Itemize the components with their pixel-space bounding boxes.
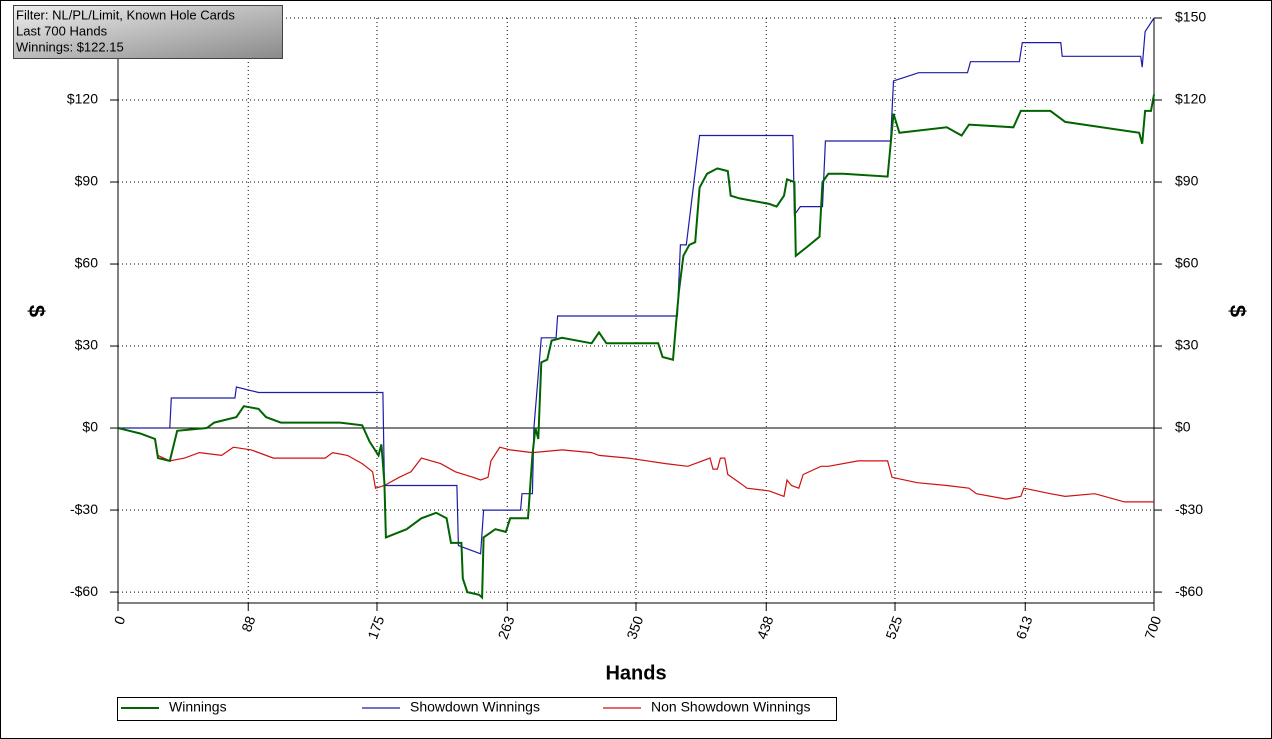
- y-axis-label: $: [24, 305, 49, 317]
- y-tick-label: $90: [75, 173, 99, 189]
- y-tick-label: $120: [67, 91, 98, 107]
- y-tick-label: $30: [75, 337, 99, 353]
- plot: -$60 -$60 -$30 -$30 $0 $0 $30 $30 $60 $60 $90 $90 $1…: [67, 9, 1207, 642]
- y-tick-label: -$30: [70, 501, 98, 517]
- legend-label: Winnings: [169, 699, 227, 715]
- info-line: Filter: NL/PL/Limit, Known Hole Cards: [16, 7, 235, 22]
- x-tick-label: 175: [364, 614, 387, 642]
- x-tick-label: 350: [623, 614, 646, 642]
- info-line: Last 700 Hands: [16, 23, 108, 38]
- y2-tick-label: $30: [1175, 337, 1199, 353]
- y2-tick-label: -$60: [1175, 583, 1203, 599]
- series-line: [117, 427, 1154, 503]
- y2-tick-label: $90: [1175, 173, 1199, 189]
- y-tick-label: $0: [82, 419, 98, 435]
- legend-label: Showdown Winnings: [410, 699, 540, 715]
- legend: [117, 697, 837, 721]
- y2-tick-label: $150: [1175, 9, 1206, 25]
- x-axis-label: Hands: [605, 662, 666, 684]
- y2-tick-label: $120: [1175, 91, 1206, 107]
- x-tick-label: 438: [754, 614, 777, 642]
- info-line: Winnings: $122.15: [16, 39, 124, 54]
- y2-axis-label: $: [1225, 305, 1250, 317]
- x-tick-label: 88: [238, 614, 258, 634]
- x-tick-label: 613: [1013, 614, 1036, 642]
- x-tick-label: 525: [882, 614, 905, 642]
- y2-tick-label: -$30: [1175, 501, 1203, 517]
- series-line: [118, 17, 1155, 555]
- y2-tick-label: $0: [1175, 419, 1191, 435]
- info-box-bg: [13, 5, 283, 59]
- x-tick-label: 263: [495, 614, 518, 642]
- legend-label: Non Showdown Winnings: [651, 699, 811, 715]
- info-box: Filter: NL/PL/Limit, Known Hole Cards La…: [13, 5, 283, 59]
- y-tick-label: -$60: [70, 583, 98, 599]
- series-line: [117, 94, 1155, 600]
- y2-tick-label: $60: [1175, 255, 1199, 271]
- x-tick-label: 700: [1141, 614, 1164, 642]
- y-tick-label: $60: [75, 255, 99, 271]
